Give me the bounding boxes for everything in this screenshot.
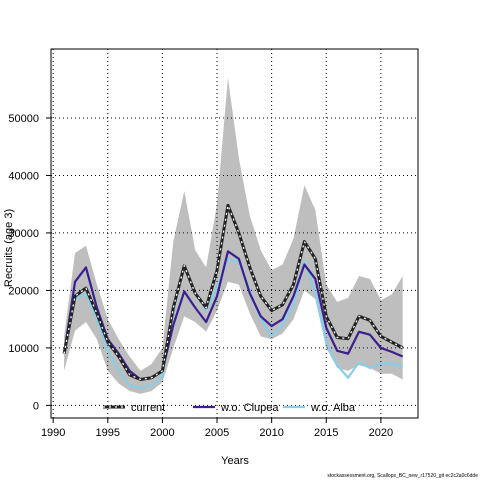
x-tick-label: 1995: [96, 427, 120, 439]
series-line-wo-clupea: [63, 250, 404, 381]
legend-item-wo-alba: w.o. Alba: [283, 402, 356, 414]
y-tick-label: 40000: [8, 170, 39, 182]
legend-label: w.o. Clupea: [220, 402, 279, 414]
legend-item-current: current: [103, 402, 165, 414]
y-axis: 0 10000 20000 30000 40000 50000: [8, 113, 51, 412]
y-tick-label: 20000: [8, 285, 39, 297]
x-tick-label: 2015: [314, 427, 338, 439]
footer-source-text: stockassessment.org, Scallops_BC_new_r17…: [327, 473, 478, 479]
confidence-band-layer: [64, 77, 403, 394]
series-line-current-dash: [63, 202, 404, 381]
plot-frame: [50, 48, 419, 419]
x-tick-label: 2005: [205, 427, 229, 439]
legend-item-wo-clupea: w.o. Clupea: [193, 402, 279, 414]
x-axis: 1990 1995 2000 2005 2010 2015 2020: [41, 418, 393, 439]
legend-label: current: [131, 402, 165, 414]
x-tick-label: 2020: [369, 427, 393, 439]
x-tick-label: 1990: [41, 427, 65, 439]
y-tick-label: 30000: [8, 228, 39, 240]
grid-layer: [51, 49, 418, 418]
x-axis-title: Years: [221, 455, 249, 467]
y-tick-label: 0: [33, 400, 39, 412]
series-line-wo-alba: [63, 257, 404, 390]
y-tick-label: 50000: [8, 113, 39, 125]
y-tick-label: 10000: [8, 343, 39, 355]
legend-label: w.o. Alba: [310, 402, 356, 414]
y-axis-title: Recruits (age 3): [3, 209, 15, 287]
x-tick-label: 2000: [150, 427, 174, 439]
confidence-band: [64, 77, 403, 394]
legend: current w.o. Clupea w.o. Alba: [103, 402, 356, 414]
x-tick-label: 2010: [259, 427, 283, 439]
series-layer: [62, 202, 404, 390]
